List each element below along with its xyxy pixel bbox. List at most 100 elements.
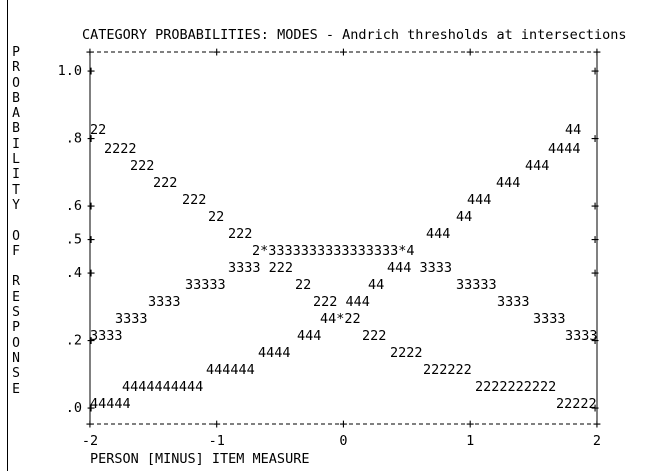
x-tick-mark-top: + — [86, 44, 94, 60]
y-axis-label-letter: I — [12, 167, 20, 183]
probability-curve-glyphs: 444 — [496, 175, 520, 191]
probability-curve-glyphs: 3333 — [90, 328, 123, 344]
probability-curve-glyphs: 33333 — [185, 277, 226, 293]
probability-curve-glyphs: 444 3333 — [387, 260, 452, 276]
probability-curve-glyphs: 44 — [368, 277, 384, 293]
x-tick-mark-top: + — [466, 44, 474, 60]
probability-curve-glyphs: 2222 — [104, 141, 137, 157]
y-tick-mark: + — [591, 232, 599, 248]
y-tick-mark: + — [591, 333, 599, 349]
y-tick-mark: + — [591, 265, 599, 281]
x-tick-label: -1 — [209, 433, 225, 449]
probability-curve-glyphs: 4444 — [548, 141, 581, 157]
chart-title: CATEGORY PROBABILITIES: MODES - Andrich … — [82, 27, 627, 43]
y-tick-label: 1.0 — [58, 63, 82, 79]
y-tick-label: .5 — [66, 232, 82, 248]
probability-curve-glyphs: 22 — [90, 122, 106, 138]
y-axis-label-letter: Y — [12, 197, 20, 213]
probability-curve-glyphs: 44 — [565, 122, 581, 138]
probability-curve-glyphs: 2222222222 — [475, 379, 556, 395]
probability-curve-glyphs: 2*3333333333333333*4 — [252, 243, 415, 259]
x-tick-mark-bottom: + — [593, 416, 601, 432]
y-tick-mark: + — [591, 400, 599, 416]
probability-curve-glyphs: 222 — [362, 328, 386, 344]
probability-curve-glyphs: 4444444444 — [122, 379, 203, 395]
y-tick-label: .0 — [66, 400, 82, 416]
probability-curve-glyphs: 3333 222 — [228, 260, 293, 276]
x-tick-label: -2 — [82, 433, 98, 449]
x-tick-mark-top: + — [339, 44, 347, 60]
y-tick-mark: + — [87, 198, 95, 214]
y-tick-mark: + — [591, 130, 599, 146]
probability-curve-glyphs: 444444 — [206, 362, 255, 378]
y-axis-label-letter: S — [12, 366, 20, 382]
probability-curve-glyphs: 22 — [208, 209, 224, 225]
y-axis-label-letter: P — [12, 45, 20, 60]
x-axis-label: PERSON [MINUS] ITEM MEASURE — [90, 451, 310, 467]
x-tick-mark-bottom: + — [86, 416, 94, 432]
probability-curve-glyphs: 222 — [153, 175, 177, 191]
probability-curve-glyphs: 444 — [525, 158, 549, 174]
probability-curve-glyphs: 22222 — [556, 396, 597, 412]
x-tick-label: 1 — [466, 433, 474, 449]
y-axis-label-letter: I — [12, 136, 20, 152]
y-axis-label-letter: E — [12, 289, 20, 305]
probability-curve-glyphs: 222 — [182, 192, 206, 208]
y-tick-label: .6 — [66, 198, 82, 214]
probability-curve-glyphs: 33333 — [456, 277, 497, 293]
y-axis-label-letter: B — [12, 121, 20, 137]
y-tick-label: .4 — [66, 265, 82, 281]
x-tick-mark-top: + — [593, 44, 601, 60]
x-tick-label: 0 — [339, 433, 347, 449]
y-axis-label-letter: L — [12, 152, 20, 168]
probability-curve-glyphs: 222 444 — [313, 294, 370, 310]
y-tick-mark: + — [591, 198, 599, 214]
y-axis-label-letter: R — [12, 60, 20, 76]
probability-curve-glyphs: 2222 — [390, 345, 423, 361]
probability-curve-glyphs: 222222 — [423, 362, 472, 378]
y-axis-label-letter: O — [12, 228, 20, 244]
x-tick-label: 2 — [593, 433, 601, 449]
y-tick-mark: + — [87, 400, 95, 416]
y-axis-label-letter: R — [12, 274, 20, 290]
x-tick-mark-bottom: + — [466, 416, 474, 432]
probability-curve-glyphs: 3333 — [497, 294, 530, 310]
y-axis-label-letter: F — [12, 243, 20, 259]
probability-curve-glyphs: 444 — [467, 192, 491, 208]
x-tick-mark-top: + — [213, 44, 221, 60]
probability-curve-glyphs: 44444 — [90, 396, 131, 412]
probability-curve-glyphs: 3333 — [533, 311, 566, 327]
y-tick-mark: + — [87, 265, 95, 281]
probability-curve-glyphs: 3333 — [565, 328, 598, 344]
probability-curve-glyphs: 222 — [228, 226, 252, 242]
y-tick-mark: + — [591, 63, 599, 79]
y-tick-label: .2 — [66, 333, 82, 349]
y-axis-label-letter: B — [12, 90, 20, 106]
probability-curve-glyphs: 3333 — [148, 294, 181, 310]
x-tick-mark-bottom: + — [213, 416, 221, 432]
y-tick-mark: + — [87, 63, 95, 79]
y-axis-label-letter: P — [12, 320, 20, 336]
probability-curve-glyphs: 222 — [130, 158, 154, 174]
probability-curve-glyphs: 444 — [297, 328, 321, 344]
y-axis-label-letter: O — [12, 335, 20, 351]
probability-curve-glyphs: 22 — [295, 277, 311, 293]
y-tick-label: .8 — [66, 130, 82, 146]
y-axis-label-letter: E — [12, 381, 20, 397]
x-tick-mark-bottom: + — [339, 416, 347, 432]
probability-curve-glyphs: 3333 — [115, 311, 148, 327]
y-tick-mark: + — [87, 333, 95, 349]
y-tick-mark: + — [87, 232, 95, 248]
y-axis-label-letter: A — [12, 106, 20, 122]
y-axis-label-letter: O — [12, 75, 20, 91]
probability-curve-glyphs: 444 — [426, 226, 450, 242]
y-tick-mark: + — [87, 130, 95, 146]
y-axis-label-letter: T — [12, 182, 20, 198]
probability-curve-glyphs: 4444 — [258, 345, 291, 361]
y-axis-label-letter: N — [12, 350, 20, 366]
window-left-border — [7, 0, 8, 471]
probability-curve-glyphs: 44 — [456, 209, 472, 225]
probability-curve-glyphs: 44*22 — [320, 311, 361, 327]
